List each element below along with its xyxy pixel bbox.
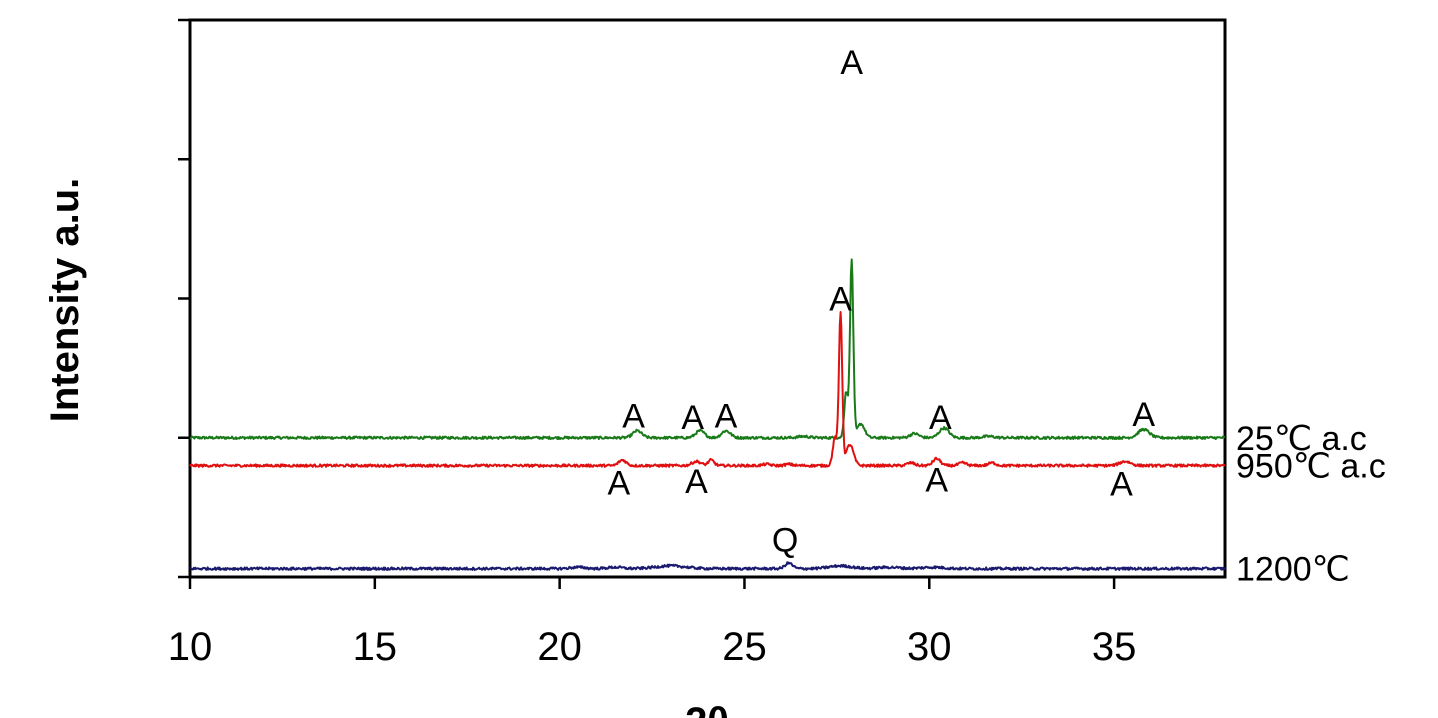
peak-label: A: [685, 463, 708, 501]
peak-labels: A A AAA AA AAA AQ: [607, 44, 1155, 560]
series-label-1: 25℃ a.c: [1236, 420, 1367, 458]
series-label-2: 950℃ a.c: [1236, 448, 1386, 486]
peak-label: A: [829, 281, 852, 319]
x-tick-label: 30: [907, 625, 952, 669]
peak-label: A: [715, 397, 738, 435]
x-tick-label: 20: [537, 625, 582, 669]
x-tick-label: 10: [168, 625, 213, 669]
peak-label: A: [840, 44, 863, 82]
peak-label: A: [681, 399, 704, 437]
peak-label: A: [1132, 396, 1155, 434]
axis-ticks: 10 15 20 25 30 35: [168, 18, 1137, 669]
peak-label: A: [607, 464, 630, 502]
series-line-1: [189, 258, 1226, 440]
y-axis-title: Intensity a.u.: [43, 178, 87, 423]
series-line-3: [189, 561, 1226, 571]
series-label-3: 1200℃: [1236, 551, 1350, 589]
x-tick-label: 35: [1092, 625, 1137, 669]
peak-label: A: [929, 399, 952, 437]
series-line-2: [189, 311, 1226, 468]
peak-label: A: [1110, 466, 1133, 504]
peak-label: Q: [772, 521, 798, 559]
peak-label: A: [925, 462, 948, 500]
x-tick-label: 25: [722, 625, 767, 669]
peak-label: A: [622, 397, 645, 435]
x-axis-title: 2θ: [685, 700, 729, 718]
x-tick-label: 15: [353, 625, 398, 669]
series-layer: [189, 258, 1226, 571]
